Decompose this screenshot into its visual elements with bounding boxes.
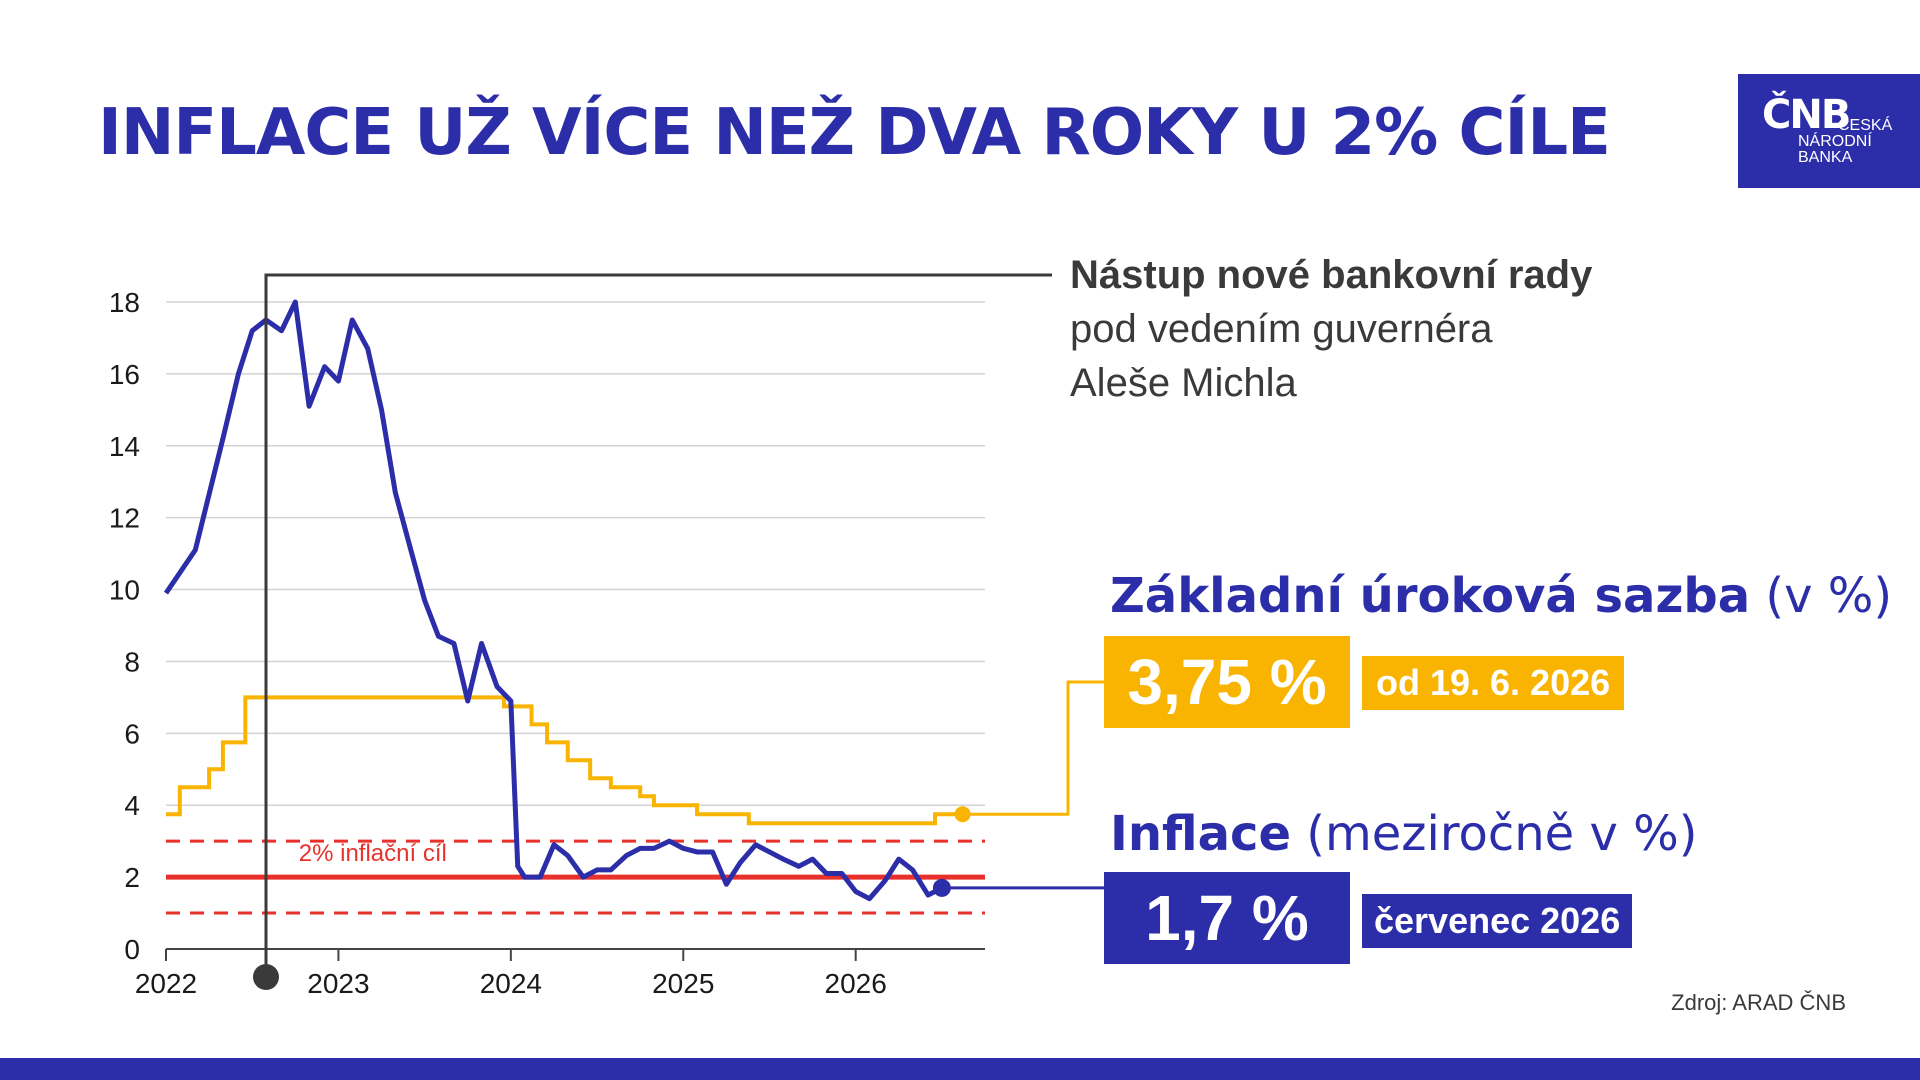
event-marker [253,273,1052,990]
y-tick-label: 12 [109,503,140,534]
x-tick-label: 2025 [652,968,714,999]
event-annotation: Nástup nové bankovní rady pod vedením gu… [1070,248,1592,410]
x-axis: 2022 2023 2024 2025 2026 [135,948,985,999]
inflation-label: Inflace (meziročně v %) [1110,806,1697,862]
y-tick-label: 2 [124,862,140,893]
logo-text: ČESKÁ NÁRODNÍ BANKA [1798,117,1918,166]
rate-date-badge: od 19. 6. 2026 [1362,656,1625,710]
source-note: Zdroj: ARAD ČNB [1671,990,1846,1015]
target-label: 2% inflační cíl [299,840,447,867]
y-tick-label: 16 [109,359,140,390]
chart-grid [166,301,985,878]
target-band: 2% inflační cíl [166,839,985,915]
cnb-logo: ČNB ČESKÁ NÁRODNÍ BANKA [1738,74,1920,188]
inflation-label-text: Inflace [1110,806,1292,862]
y-tick-label: 4 [124,790,140,821]
rate-value-box: 3,75 % [1104,636,1350,728]
y-tick-label: 0 [124,934,140,965]
x-tick-label: 2023 [307,968,369,999]
inflation-label-unit: (meziročně v %) [1291,806,1698,862]
x-tick-label: 2022 [135,968,197,999]
event-dot [253,964,280,990]
annotation-line-3: Aleše Michla [1070,361,1297,405]
rate-series-line [166,695,963,826]
chart-series [163,299,971,902]
y-tick-label: 14 [109,431,140,462]
rate-label-unit: (v %) [1750,568,1893,624]
logo-line-1: ČESKÁ [1838,117,1893,134]
inflation-value-box: 1,7 % [1104,872,1350,964]
annotation-line-1: Nástup nové bankovní rady [1070,253,1593,297]
y-tick-label: 8 [124,646,140,677]
callout-connectors [941,680,1104,890]
page-title: INFLACE UŽ VÍCE NEŽ DVA ROKY U 2% CÍLE [98,96,1611,170]
logo-line-3: BANKA [1798,149,1853,166]
logo-line-2: NÁRODNÍ [1798,133,1872,150]
inflation-series-line [163,299,944,902]
logo-mark: ČNB [1762,92,1851,138]
event-line [264,273,1052,977]
rate-label: Základní úroková sazba (v %) [1110,568,1892,624]
bottom-bar [0,1058,1920,1080]
rate-label-text: Základní úroková sazba [1110,568,1751,624]
rate-connector [962,680,1104,816]
x-tick-label: 2026 [825,968,887,999]
y-tick-label: 10 [109,575,140,606]
y-tick-label: 6 [124,718,140,749]
y-tick-label: 18 [109,287,140,318]
x-tick-label: 2024 [480,968,542,999]
y-axis: 0 2 4 6 8 10 12 14 16 18 [109,287,140,965]
inflation-date-badge: červenec 2026 [1362,894,1633,948]
annotation-line-2: pod vedením guvernéra [1070,307,1493,351]
